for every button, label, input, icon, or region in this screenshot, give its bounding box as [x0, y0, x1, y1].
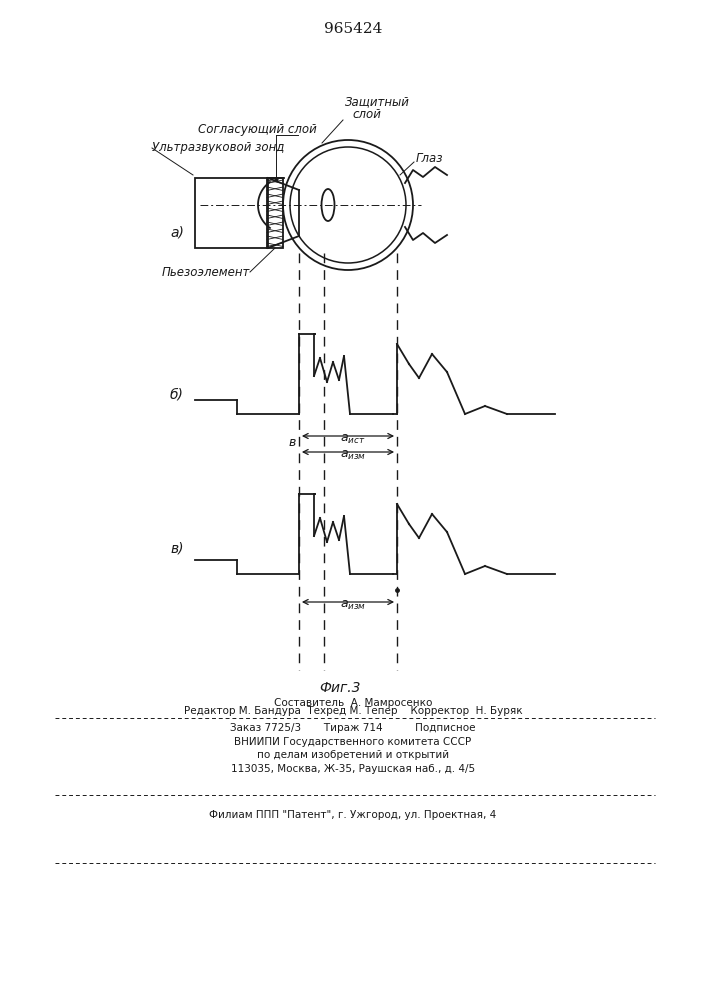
- Text: 113035, Москва, Ж-35, Раушская наб., д. 4/5: 113035, Москва, Ж-35, Раушская наб., д. …: [231, 764, 475, 774]
- Text: 965424: 965424: [324, 22, 382, 36]
- Text: Защитный: Защитный: [345, 96, 410, 108]
- Text: в: в: [288, 436, 296, 448]
- Text: Фиг.3: Фиг.3: [320, 681, 361, 695]
- Text: б): б): [170, 388, 184, 402]
- Text: по делам изобретений и открытий: по делам изобретений и открытий: [257, 750, 449, 760]
- Text: а): а): [170, 225, 184, 239]
- Text: $a_{ист}$: $a_{ист}$: [340, 433, 366, 446]
- Text: Глаз: Глаз: [416, 151, 443, 164]
- Text: ВНИИПИ Государственного комитета СССР: ВНИИПИ Государственного комитета СССР: [235, 737, 472, 747]
- Text: Заказ 7725/3       Тираж 714          Подписное: Заказ 7725/3 Тираж 714 Подписное: [230, 723, 476, 733]
- Text: Редактор М. Бандура  Техред М. Тепер    Корректор  Н. Буряк: Редактор М. Бандура Техред М. Тепер Корр…: [184, 706, 522, 716]
- Text: Филиам ППП "Патент", г. Ужгород, ул. Проектная, 4: Филиам ППП "Патент", г. Ужгород, ул. Про…: [209, 810, 496, 820]
- Text: Составитель  А. Мамросенко: Составитель А. Мамросенко: [274, 698, 432, 708]
- Text: слой: слой: [352, 108, 381, 121]
- Text: $a_{изм}$: $a_{изм}$: [340, 599, 366, 612]
- Text: Согласующий слой: Согласующий слой: [198, 123, 317, 136]
- Text: Пьезоэлемент: Пьезоэлемент: [162, 265, 250, 278]
- Text: $a_{изм}$: $a_{изм}$: [340, 449, 366, 462]
- Text: в): в): [170, 541, 184, 555]
- Text: Ультразвуковой зонд: Ультразвуковой зонд: [152, 141, 284, 154]
